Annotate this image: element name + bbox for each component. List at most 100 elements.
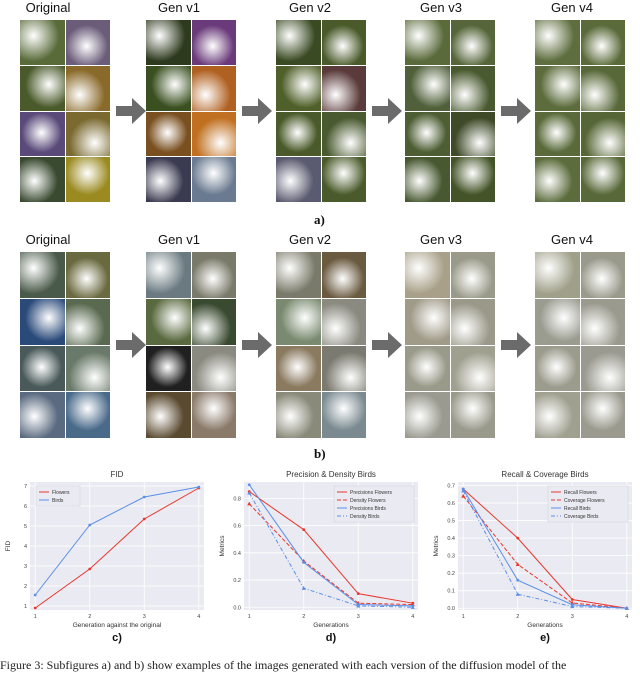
image-tile <box>65 298 110 345</box>
data-point <box>515 592 520 596</box>
data-point <box>302 528 306 532</box>
image-tile <box>450 252 495 298</box>
data-point <box>516 578 520 582</box>
data-point <box>33 606 37 610</box>
image-tile <box>405 111 450 157</box>
arrow-icon <box>501 98 531 124</box>
row-b-label-gen-v3: Gen v3 <box>420 232 462 247</box>
image-tile <box>405 20 450 65</box>
y-tick-label: 0.1 <box>447 589 455 595</box>
arrow-icon <box>372 98 402 124</box>
row-b-image-grid-4 <box>405 252 495 438</box>
image-tile <box>405 345 450 392</box>
image-tile <box>65 111 110 157</box>
x-tick-label: 2 <box>88 614 91 620</box>
image-tile <box>65 20 110 65</box>
image-tile <box>276 20 321 65</box>
x-axis-label: Generations <box>527 622 563 629</box>
image-tile <box>20 20 65 65</box>
legend-label: Density Birds <box>350 514 380 520</box>
image-tile <box>580 252 625 298</box>
y-axis-label: Metrics <box>219 535 226 557</box>
series-line <box>34 486 199 596</box>
y-tick-label: 0.3 <box>447 554 455 560</box>
x-tick-label: 2 <box>516 614 519 620</box>
y-tick-label: 0.6 <box>447 501 455 507</box>
legend-box <box>35 485 81 507</box>
arrow-icon <box>116 332 146 358</box>
image-tile <box>450 157 495 202</box>
image-tile <box>276 65 321 111</box>
row-b-label-gen-v1: Gen v1 <box>158 232 200 247</box>
x-tick-label: 1 <box>34 614 37 620</box>
y-tick-label: 5 <box>24 524 27 530</box>
image-tile <box>20 345 65 392</box>
image-tile <box>535 20 580 65</box>
data-point <box>516 536 520 540</box>
row-b-image-grid-3 <box>276 252 366 438</box>
legend-label: Recall Birds <box>564 506 591 512</box>
data-point <box>356 592 360 596</box>
image-tile <box>321 111 366 157</box>
legend-label: Coverage Birds <box>564 514 599 520</box>
row-a-image-grid-4 <box>405 20 495 202</box>
image-tile <box>450 20 495 65</box>
image-tile <box>405 392 450 438</box>
image-tile <box>321 20 366 65</box>
series-line <box>248 484 413 607</box>
y-tick-label: 0.4 <box>447 536 455 542</box>
image-tile <box>535 345 580 392</box>
image-tile <box>321 345 366 392</box>
image-tile <box>20 157 65 202</box>
data-point <box>142 517 146 521</box>
x-tick-label: 3 <box>571 614 574 620</box>
image-tile <box>20 392 65 438</box>
panel-label-a: a) <box>314 212 325 227</box>
image-tile <box>276 111 321 157</box>
image-tile <box>146 345 191 392</box>
image-tile <box>146 392 191 438</box>
image-tile <box>146 111 191 157</box>
image-tile <box>191 392 236 438</box>
series-line <box>462 495 627 609</box>
image-tile <box>321 65 366 111</box>
panel-label-b: b) <box>314 446 326 461</box>
data-point <box>356 603 361 608</box>
data-point <box>410 605 415 609</box>
image-tile <box>191 345 236 392</box>
y-tick-label: 0.6 <box>233 524 241 530</box>
series-line <box>248 503 413 606</box>
y-tick-label: 0.7 <box>447 484 455 490</box>
series-line <box>462 488 627 609</box>
image-tile <box>405 252 450 298</box>
row-b-label-original: Original <box>25 232 71 247</box>
row-a-label-gen-v1: Gen v1 <box>158 0 200 15</box>
image-tile <box>535 252 580 298</box>
image-tile <box>146 157 191 202</box>
x-tick-label: 4 <box>197 614 200 620</box>
data-point <box>33 593 37 597</box>
y-tick-label: 0.4 <box>233 551 241 557</box>
data-point <box>247 483 251 487</box>
fid-chart: FID 1 2 3 4 5 6 7 1 2 3 4 Generation against the ori… <box>5 470 204 644</box>
recall-coverage-chart: Recall & Coverage Birds 0.0 0.1 0.2 0.3 0.4 0.… <box>433 470 632 644</box>
data-point <box>142 495 146 499</box>
panel-label: e) <box>540 632 550 644</box>
row-a-image-grid-5 <box>535 20 625 202</box>
data-point <box>515 562 520 567</box>
row-a-label-gen-v4: Gen v4 <box>551 0 593 15</box>
y-tick-label: 0.0 <box>233 605 241 611</box>
image-tile <box>276 392 321 438</box>
image-tile <box>580 392 625 438</box>
image-tile <box>146 252 191 298</box>
x-tick-label: 3 <box>143 614 146 620</box>
x-axis-label: Generations <box>313 622 349 629</box>
x-tick-label: 3 <box>357 614 360 620</box>
data-point <box>570 604 575 609</box>
image-tile <box>276 157 321 202</box>
figure-caption: Figure 3: Subfigures a) and b) show exam… <box>0 658 567 672</box>
legend-label: Density Flowers <box>350 498 386 504</box>
chart-title: Recall & Coverage Birds <box>501 470 588 479</box>
legend-label: Precisions Flowers <box>350 490 392 496</box>
y-tick-label: 0.5 <box>447 519 455 525</box>
